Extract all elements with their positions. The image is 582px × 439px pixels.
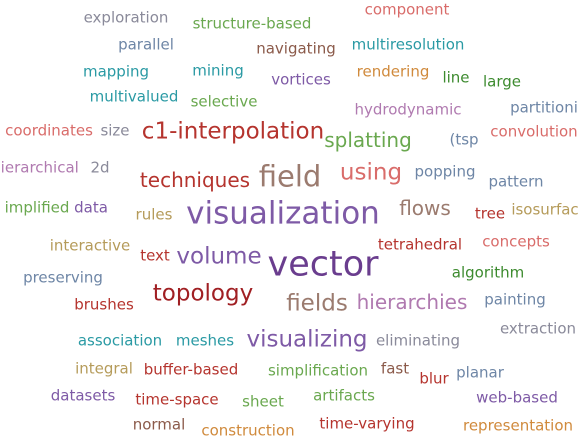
word-text: text bbox=[140, 246, 170, 265]
word-selective: selective bbox=[190, 92, 258, 111]
word-web-based: web-based bbox=[476, 388, 558, 407]
word-preserving: preserving bbox=[23, 268, 103, 287]
word-extraction: extraction bbox=[499, 319, 577, 338]
word-association: association bbox=[77, 331, 163, 350]
word-using: using bbox=[339, 159, 403, 186]
word-topology: topology bbox=[152, 280, 254, 307]
word-integral: integral bbox=[75, 359, 133, 378]
word-eliminating: eliminating bbox=[375, 331, 461, 350]
word-mining: mining bbox=[192, 61, 244, 80]
word-concepts: concepts bbox=[482, 232, 550, 251]
word-isosurfac: isosurfac bbox=[511, 200, 579, 219]
word-fields: fields bbox=[286, 290, 348, 317]
word-simplification: simplification bbox=[267, 361, 369, 380]
word-datasets: datasets bbox=[50, 386, 116, 405]
word-mapping: mapping bbox=[82, 62, 150, 81]
word-size: size bbox=[100, 121, 130, 140]
word-rules: rules bbox=[135, 205, 173, 224]
word-implified: implified bbox=[4, 198, 70, 217]
word-techniques: techniques bbox=[139, 168, 251, 192]
word-tetrahedral: tetrahedral bbox=[377, 235, 463, 254]
word-parallel: parallel bbox=[118, 35, 174, 54]
word-navigating: navigating bbox=[256, 39, 336, 58]
word-data: data bbox=[74, 198, 108, 217]
word-artifacts: artifacts bbox=[313, 386, 375, 405]
word-tree: tree bbox=[474, 204, 506, 223]
word-normal: normal bbox=[132, 415, 186, 434]
word-flows: flows bbox=[399, 196, 451, 220]
word-exploration: exploration bbox=[83, 8, 169, 27]
word-splatting: splatting bbox=[324, 128, 412, 152]
word-painting: painting bbox=[484, 290, 546, 309]
word-interactive: interactive bbox=[49, 236, 131, 255]
word-component: component bbox=[364, 0, 450, 19]
word-planar: planar bbox=[456, 363, 504, 382]
word-blur: blur bbox=[419, 369, 449, 388]
word-meshes: meshes bbox=[175, 331, 235, 350]
word-time-space: time-space bbox=[135, 390, 219, 409]
word-coordinates: coordinates bbox=[5, 121, 93, 140]
word-algorithm: algorithm bbox=[451, 263, 525, 282]
word-fast: fast bbox=[380, 359, 410, 378]
word-multiresolution: multiresolution bbox=[351, 35, 465, 54]
word-hydrodynamic: hydrodynamic bbox=[354, 100, 462, 119]
word-tsp: (tsp bbox=[449, 130, 479, 149]
word-volume: volume bbox=[176, 243, 262, 270]
word-hierarchies: hierarchies bbox=[356, 290, 468, 314]
word-vortices: vortices bbox=[271, 70, 331, 89]
word-brushes: brushes bbox=[74, 295, 134, 314]
word-structure-based: structure-based bbox=[192, 14, 312, 33]
word-visualizing: visualizing bbox=[246, 326, 368, 353]
word-field: field bbox=[258, 159, 322, 194]
word-popping: popping bbox=[414, 162, 476, 181]
word-pattern: pattern bbox=[488, 172, 544, 191]
word-large: large bbox=[482, 72, 522, 91]
word-convolution: convolution bbox=[490, 122, 578, 141]
word-c1-interpolation: c1-interpolation bbox=[141, 118, 325, 145]
word-representation: representation bbox=[462, 416, 574, 435]
word-time-varying: time-varying bbox=[319, 414, 415, 433]
word-sheet: sheet bbox=[242, 392, 284, 411]
word-vector: vector bbox=[267, 244, 379, 285]
word-rendering: rendering bbox=[356, 62, 430, 81]
word-partitioni: partitioni bbox=[510, 98, 578, 117]
word-buffer-based: buffer-based bbox=[143, 360, 239, 379]
word-multivalued: multivalued bbox=[89, 87, 179, 106]
word-2d: 2d bbox=[90, 158, 110, 177]
word-line: line bbox=[442, 68, 470, 87]
word-hierarchical: hierarchical bbox=[0, 158, 79, 177]
word-construction: construction bbox=[201, 421, 295, 439]
word-visualization: visualization bbox=[186, 195, 380, 232]
